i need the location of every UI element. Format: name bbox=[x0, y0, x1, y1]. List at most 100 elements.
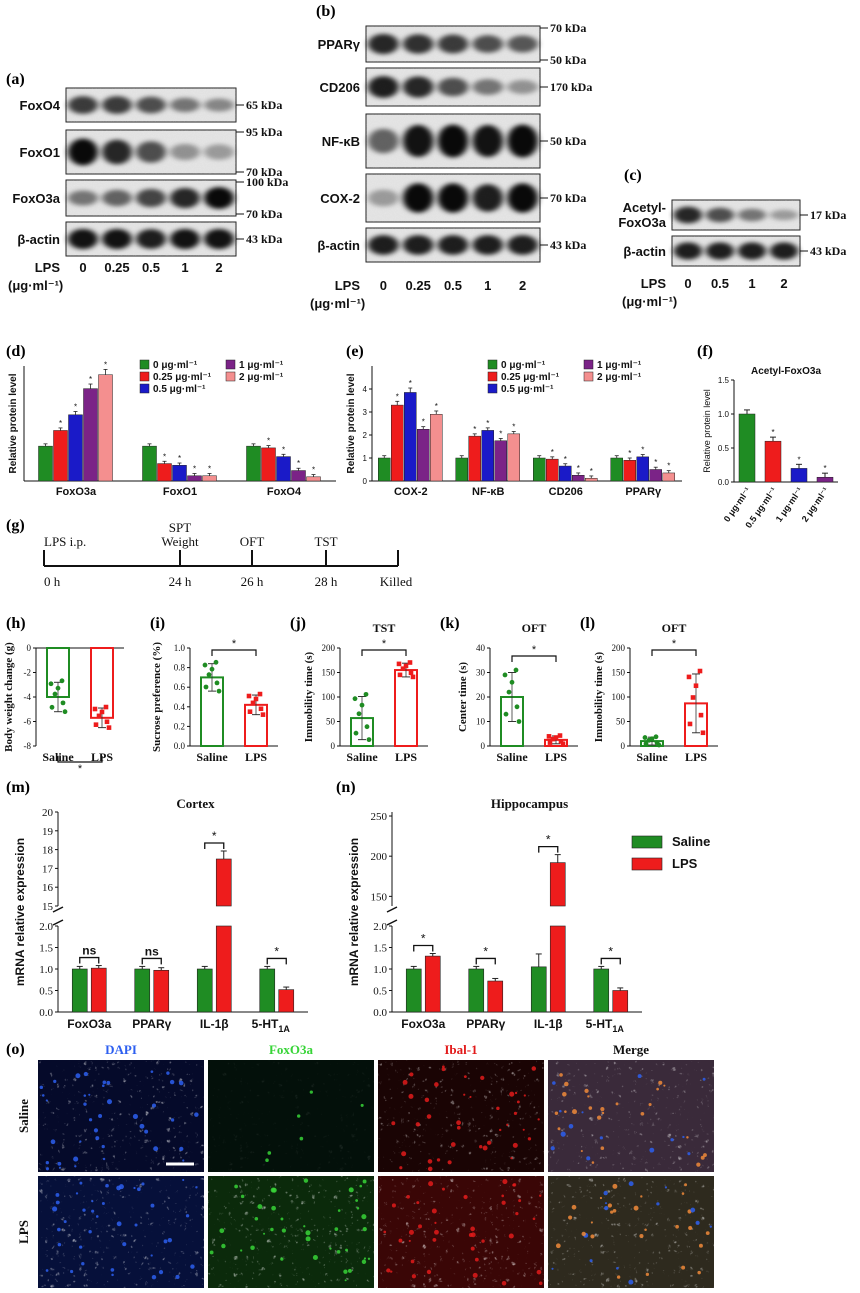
bar bbox=[468, 435, 481, 482]
cell-spot bbox=[434, 1229, 439, 1235]
cell-spot bbox=[695, 1220, 700, 1225]
cell-spot bbox=[688, 1226, 693, 1231]
cell-spot bbox=[334, 1227, 339, 1231]
y-tick-label: 50 bbox=[326, 717, 336, 727]
lps-label: LPS bbox=[641, 276, 667, 291]
x-category-label: PPARγ bbox=[466, 1017, 505, 1031]
cell-spot bbox=[356, 1206, 360, 1210]
panel-c: (c) Acetyl-FoxO3a 17 kDa β-actin 43 kDa LPS 0… bbox=[618, 167, 846, 309]
data-point bbox=[96, 713, 102, 719]
significance-bracket bbox=[266, 957, 287, 965]
micrograph-row-label: LPS bbox=[16, 1220, 31, 1244]
data-point bbox=[62, 709, 68, 715]
y-tick-label: 200 bbox=[322, 643, 336, 653]
x-category-label: IL-1β bbox=[534, 1017, 563, 1031]
data-point bbox=[59, 678, 65, 684]
bar bbox=[468, 968, 485, 1013]
cell-spot bbox=[102, 1080, 107, 1085]
blot-band bbox=[68, 138, 98, 166]
cell-spot bbox=[564, 1081, 569, 1087]
timeline-event: OFT bbox=[240, 534, 265, 549]
cell-spot bbox=[470, 1226, 475, 1232]
marker-label: 70 kDa bbox=[550, 21, 586, 35]
blot-band bbox=[102, 228, 132, 250]
data-point bbox=[106, 725, 112, 730]
cell-spot bbox=[312, 1254, 318, 1261]
data-point bbox=[516, 719, 522, 724]
data-point bbox=[203, 684, 209, 690]
blot-row-name: FoxO3a bbox=[618, 215, 666, 230]
blot-row-name: β-actin bbox=[623, 244, 666, 259]
cell-spot bbox=[55, 1200, 60, 1205]
cell-spot bbox=[263, 1232, 266, 1235]
cell-spot bbox=[280, 1217, 284, 1221]
blot-band bbox=[204, 98, 234, 112]
panel-j-label: (j) bbox=[290, 615, 306, 632]
chart-n: 0.0 0.5 1.0 1.5 2.0 150 200 250 mRNA relative ex… bbox=[347, 796, 710, 1034]
significance-bracket bbox=[651, 649, 697, 656]
cell-spot bbox=[590, 1221, 593, 1224]
cell-spot bbox=[456, 1120, 462, 1126]
data-point bbox=[216, 688, 222, 694]
legend-label: 0 μg·ml⁻¹ bbox=[153, 360, 198, 371]
lane-label: 2 bbox=[519, 278, 526, 293]
cell-spot bbox=[456, 1125, 461, 1130]
cell-spot bbox=[337, 1209, 341, 1212]
blot-band bbox=[170, 143, 200, 161]
cell-spot bbox=[560, 1131, 566, 1137]
cell-spot bbox=[450, 1142, 456, 1147]
lane-label: 0 bbox=[79, 260, 86, 275]
y-tick-label: 0.4 bbox=[174, 702, 186, 712]
cell-spot bbox=[644, 1228, 647, 1231]
data-point bbox=[99, 709, 105, 715]
significance-star: * bbox=[435, 402, 438, 411]
y-tick-label: 150 bbox=[322, 668, 336, 678]
cell-spot bbox=[656, 1202, 660, 1206]
y-tick-label: 0 bbox=[331, 741, 336, 751]
y-tick-label: 1.5 bbox=[373, 943, 387, 955]
micrograph-signal bbox=[208, 1176, 374, 1288]
cell-spot bbox=[442, 1187, 445, 1191]
cell-spot bbox=[88, 1093, 91, 1096]
y-tick-label: 2.0 bbox=[39, 921, 53, 933]
data-point bbox=[352, 696, 358, 702]
x-category-label: COX-2 bbox=[394, 486, 428, 498]
panel-l: (l) 0 50 100 150 200 Immobility time (s) OFT Sa… bbox=[580, 615, 718, 764]
significance-star: * bbox=[577, 464, 580, 473]
data-point bbox=[49, 704, 55, 710]
blot-band bbox=[507, 183, 538, 213]
significance-star: * bbox=[532, 644, 537, 656]
cell-spot bbox=[514, 1091, 518, 1095]
data-point bbox=[202, 662, 208, 668]
blot-band bbox=[402, 76, 434, 98]
chart-i: 0.0 0.2 0.4 0.6 0.8 1.0 Sucrose preference (%)… bbox=[151, 638, 278, 764]
y-tick-label: 0.5 bbox=[373, 986, 387, 998]
cell-spot bbox=[441, 1067, 446, 1072]
cell-spot bbox=[240, 1249, 243, 1252]
cell-spot bbox=[518, 1199, 522, 1203]
data-point bbox=[553, 735, 559, 740]
x-category-label: Saline bbox=[346, 750, 378, 764]
cell-spot bbox=[79, 1181, 83, 1185]
data-point bbox=[364, 724, 370, 730]
lane-label: 2 bbox=[780, 276, 787, 291]
cell-spot bbox=[555, 1243, 561, 1249]
bar bbox=[816, 476, 834, 483]
panel-m: (m) 0.0 0.5 1.0 1.5 2.0 15 16 17 18 19 20 mRNA rela… bbox=[6, 779, 308, 1034]
significance-star: * bbox=[551, 448, 554, 457]
cell-spot bbox=[383, 1230, 387, 1234]
cell-spot bbox=[434, 1221, 437, 1224]
cell-spot bbox=[297, 1114, 301, 1118]
bar bbox=[172, 465, 187, 482]
cell-spot bbox=[101, 1144, 105, 1149]
cell-spot bbox=[41, 1094, 45, 1097]
significance-star: * bbox=[486, 419, 489, 428]
chart-title: Acetyl-FoxO3a bbox=[751, 366, 821, 377]
panel-i-label: (i) bbox=[150, 615, 165, 632]
significance-label: ns bbox=[82, 944, 96, 958]
cell-spot bbox=[83, 1071, 89, 1077]
legend-swatch bbox=[487, 359, 498, 370]
significance-bracket bbox=[79, 956, 100, 964]
cell-spot bbox=[568, 1123, 574, 1129]
